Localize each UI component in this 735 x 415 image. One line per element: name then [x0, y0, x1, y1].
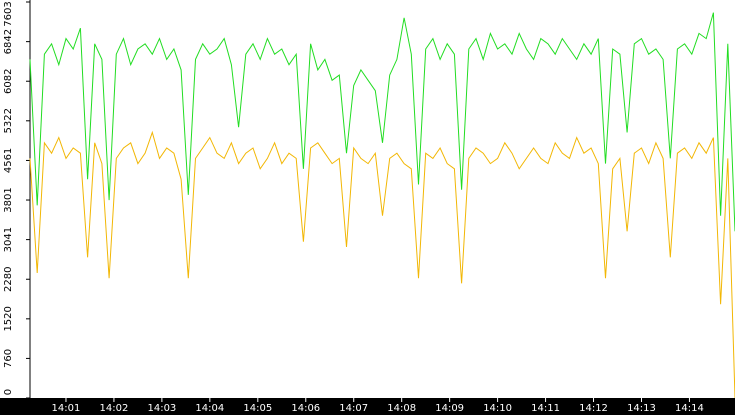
x-tick-label: 14:06	[291, 403, 320, 414]
y-tick-label: 0	[3, 389, 14, 395]
y-tick-label: 1520	[3, 306, 14, 331]
y-tick-label: 2280	[3, 267, 14, 292]
x-tick-label: 14:02	[100, 403, 129, 414]
series-line	[29, 130, 735, 399]
x-tick-label: 14:03	[147, 403, 176, 414]
x-axis-band	[0, 398, 735, 415]
x-tick-label: 14:11	[531, 403, 560, 414]
x-tick-label: 14:14	[675, 403, 704, 414]
y-tick-label: 5322	[3, 108, 14, 133]
x-tick-label: 14:10	[483, 403, 512, 414]
x-tick-label: 14:07	[339, 403, 368, 414]
y-tick-label: 4561	[3, 148, 14, 173]
y-tick-label: 6082	[3, 68, 14, 93]
x-tick-label: 14:12	[579, 403, 608, 414]
x-tick-label: 14:09	[435, 403, 464, 414]
y-tick-label: 3801	[3, 187, 14, 212]
x-tick-label: 14:13	[627, 403, 656, 414]
series-line	[29, 12, 735, 232]
x-tick-label: 14:05	[243, 403, 272, 414]
y-tick-label: 7603	[3, 1, 14, 26]
x-tick-label: 14:04	[195, 403, 224, 414]
y-tick-label: 3041	[3, 227, 14, 252]
x-tick-label: 14:08	[387, 403, 416, 414]
x-tick-label: 14:01	[52, 403, 81, 414]
y-tick-label: 760	[3, 349, 14, 368]
y-tick-label: 6842	[3, 29, 14, 54]
